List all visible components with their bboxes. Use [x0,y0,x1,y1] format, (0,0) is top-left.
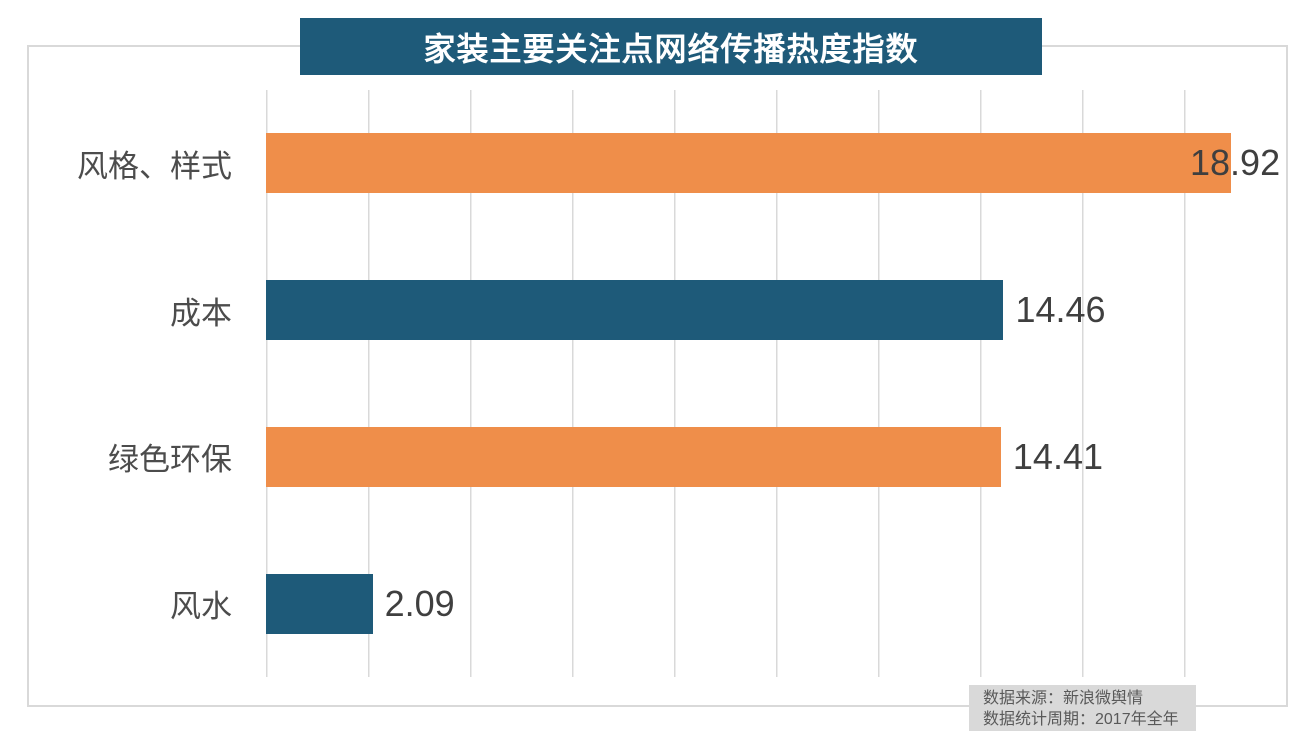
category-label: 成本 [170,295,232,331]
bar [266,280,1004,341]
value-label: 2.09 [384,582,455,624]
category-label: 绿色环保 [108,442,232,478]
chart-title: 家装主要关注点网络传播热度指数 [423,30,919,67]
value-label: 14.41 [1012,435,1103,477]
chart-title-banner: 家装主要关注点网络传播热度指数 [300,18,1042,75]
bar [266,133,1231,194]
plot-area: 18.92 14.46 14.41 2.09 [266,90,1286,677]
bar-row: 14.41 [266,384,1286,531]
category-label: 风格、样式 [77,148,232,184]
source-line: 数据来源：新浪微舆情 [983,690,1144,707]
bar [266,573,373,634]
source-note: 数据来源：新浪微舆情 数据统计周期：2017年全年 [969,685,1196,731]
bar-row: 18.92 [266,90,1286,237]
bar-row: 2.09 [266,530,1286,677]
category-axis: 风格、样式 成本 绿色环保 风水 [27,90,232,677]
value-label: 18.92 [1190,142,1281,184]
value-label: 14.46 [1015,289,1106,331]
bar [266,426,1001,487]
category-label: 风水 [170,589,232,625]
source-line: 数据统计周期：2017年全年 [983,711,1179,728]
bar-row: 14.46 [266,237,1286,384]
